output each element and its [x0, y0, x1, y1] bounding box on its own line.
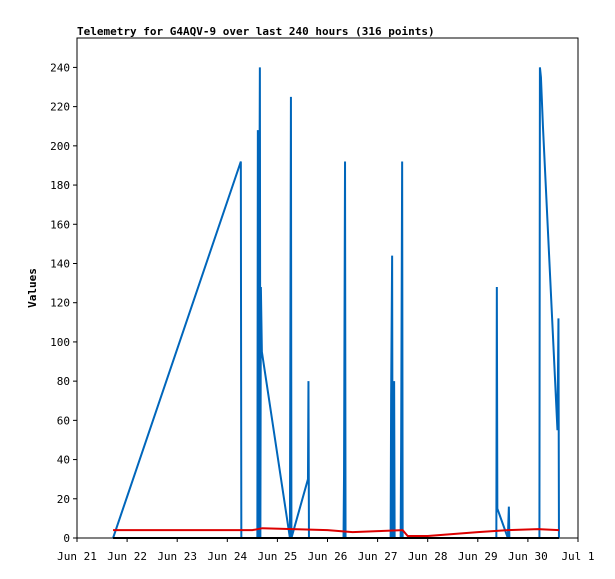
x-tick-label: Jun 27 [358, 550, 398, 563]
chart-title: Telemetry for G4AQV-9 over last 240 hour… [77, 25, 435, 38]
x-tick-label: Jun 29 [458, 550, 498, 563]
y-axis-label: Values [26, 268, 39, 308]
y-tick-label: 240 [50, 61, 70, 74]
x-tick-label: Jun 28 [408, 550, 448, 563]
x-tick-label: Jun 26 [308, 550, 348, 563]
x-tick-label: Jul 1 [561, 550, 594, 563]
y-tick-label: 120 [50, 297, 70, 310]
series-line [113, 527, 560, 538]
y-tick-label: 60 [57, 414, 70, 427]
y-tick-label: 40 [57, 454, 70, 467]
y-tick-label: 100 [50, 336, 70, 349]
y-tick-label: 200 [50, 140, 70, 153]
y-tick-label: 20 [57, 493, 70, 506]
y-tick-label: 220 [50, 101, 70, 114]
y-tick-label: 180 [50, 179, 70, 192]
y-tick-label: 140 [50, 257, 70, 270]
x-tick-label: Jun 25 [258, 550, 298, 563]
x-tick-label: Jun 23 [157, 550, 197, 563]
x-tick-label: Jun 24 [207, 550, 247, 563]
x-tick-label: Jun 30 [508, 550, 548, 563]
x-tick-label: Jun 21 [57, 550, 97, 563]
y-tick-label: 0 [63, 532, 70, 545]
y-tick-label: 80 [57, 375, 70, 388]
y-tick-label: 160 [50, 218, 70, 231]
x-tick-label: Jun 22 [107, 550, 147, 563]
